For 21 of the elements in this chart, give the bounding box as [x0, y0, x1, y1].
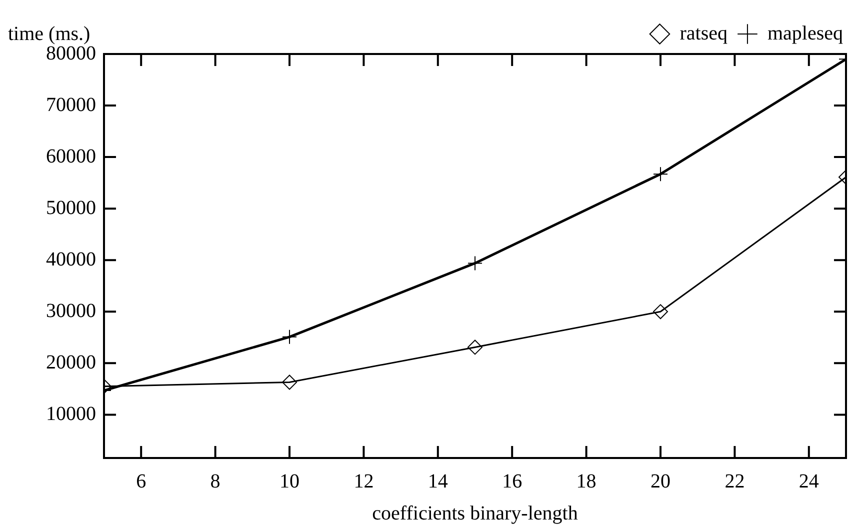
legend-label: mapleseq	[767, 22, 844, 44]
y-tick-label: 50000	[46, 196, 96, 219]
x-tick-label: 20	[650, 470, 670, 492]
y-tick-label: 10000	[46, 402, 96, 425]
y-tick-label: 60000	[46, 145, 96, 168]
x-tick-label: 18	[576, 470, 596, 492]
legend-label: ratseq	[680, 22, 728, 44]
x-tick-label: 12	[354, 470, 374, 492]
x-tick-label: 6	[136, 470, 146, 492]
x-tick-label: 10	[280, 470, 300, 492]
y-tick-label: 40000	[46, 248, 96, 270]
x-tick-label: 24	[798, 470, 819, 492]
x-tick-label: 22	[724, 470, 745, 492]
y-axis-title: time (ms.)	[8, 23, 90, 45]
y-tick-label: 70000	[46, 94, 96, 116]
x-tick-label: 16	[502, 470, 522, 492]
y-tick-label: 30000	[46, 300, 96, 322]
x-tick-label: 8	[210, 470, 220, 492]
x-tick-label: 14	[428, 470, 448, 492]
y-tick-label: 20000	[46, 351, 96, 374]
x-axis-title: coefficients binary-length	[372, 502, 578, 524]
